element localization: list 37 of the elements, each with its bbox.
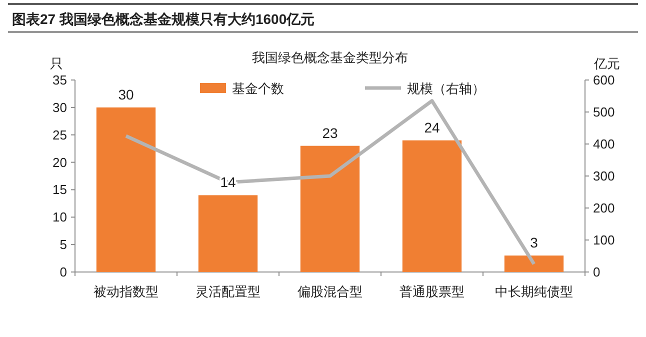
legend-label: 规模（右轴）	[407, 81, 485, 96]
x-tick-label: 普通股票型	[400, 284, 464, 299]
y-tick-label: 20	[52, 154, 67, 170]
y2-tick-label: 200	[593, 200, 615, 216]
bar	[300, 146, 360, 272]
y2-tick-label: 300	[593, 168, 615, 184]
chart-subtitle: 我国绿色概念基金类型分布	[252, 50, 408, 65]
y2-tick-label: 500	[593, 104, 615, 120]
y-tick-label: 35	[52, 72, 67, 88]
y-tick-label: 0	[60, 264, 67, 280]
x-tick-label: 被动指数型	[94, 284, 158, 299]
y-tick-label: 30	[52, 100, 67, 115]
bar	[504, 256, 564, 272]
y2-tick-label: 400	[593, 136, 615, 152]
data-label: 30	[118, 86, 134, 102]
bar	[402, 140, 462, 272]
y2-tick-label: 0	[593, 264, 600, 280]
y2-tick-label: 600	[593, 72, 615, 88]
legend-label: 基金个数	[232, 81, 284, 96]
data-label: 3	[530, 234, 538, 251]
y2-axis-title: 亿元	[593, 56, 620, 71]
data-label: 14	[220, 174, 236, 190]
y-tick-label: 10	[52, 210, 67, 225]
bar	[96, 107, 156, 272]
chart-title: 图表27 我国绿色概念基金规模只有大约1600亿元	[12, 11, 315, 27]
y-axis-title: 只	[50, 56, 63, 71]
line-series	[124, 99, 536, 266]
y-tick-label: 15	[52, 182, 67, 198]
x-tick-label: 中长期纯债型	[495, 284, 573, 299]
data-label: 23	[322, 124, 338, 141]
y-tick-label: 5	[60, 237, 67, 252]
x-tick-label: 灵活配置型	[196, 284, 260, 299]
y2-tick-label: 100	[593, 232, 615, 248]
data-label: 24	[424, 119, 440, 136]
y-tick-label: 25	[52, 127, 67, 142]
bar	[198, 195, 258, 272]
x-tick-label: 偏股混合型	[298, 284, 362, 299]
